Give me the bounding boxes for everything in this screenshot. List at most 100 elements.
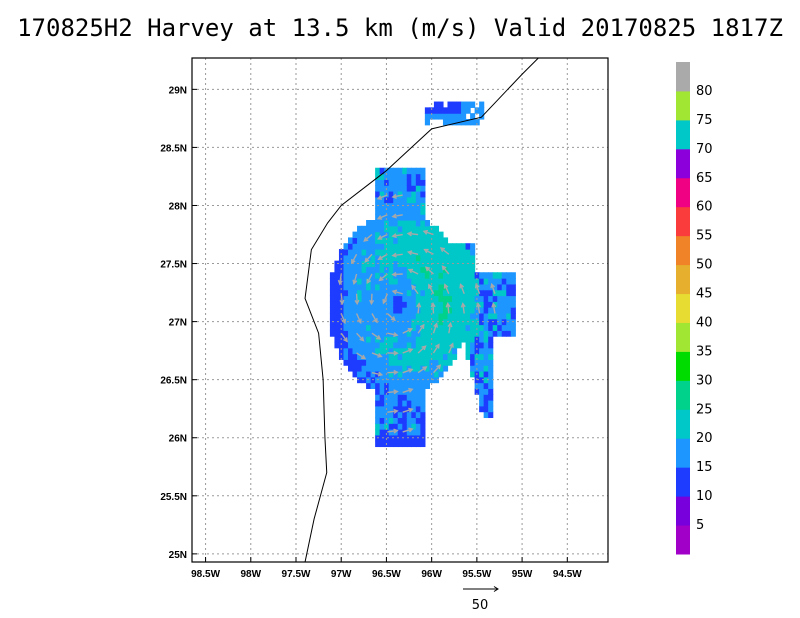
wind-cell — [388, 266, 394, 273]
wind-cell — [379, 429, 385, 436]
wind-cell — [406, 179, 412, 186]
wind-cell — [393, 167, 399, 175]
wind-cell — [420, 196, 426, 204]
wind-cell — [506, 289, 512, 297]
wind-cell — [379, 324, 385, 331]
wind-cell — [442, 347, 449, 355]
wind-cell — [397, 411, 403, 419]
wind-vector-head — [359, 336, 365, 342]
wind-vector — [363, 233, 373, 242]
wind-cell — [334, 260, 340, 268]
wind-cell — [461, 107, 467, 114]
wind-cell — [452, 266, 458, 273]
wind-cell — [456, 295, 462, 302]
wind-cell — [370, 249, 376, 256]
wind-cell — [397, 243, 403, 250]
wind-cell — [361, 225, 367, 233]
wind-cell — [406, 283, 412, 291]
wind-vector-head — [378, 276, 384, 282]
wind-cell — [388, 185, 394, 192]
wind-cell — [343, 312, 349, 320]
wind-cell — [510, 330, 516, 337]
wind-cell — [348, 318, 354, 326]
wind-cell — [393, 295, 399, 302]
wind-cell — [366, 283, 372, 291]
wind-cell — [402, 214, 408, 221]
wind-cell — [415, 423, 421, 430]
wind-cell — [483, 289, 489, 297]
wind-cell — [370, 220, 376, 227]
wind-cell — [357, 249, 363, 256]
wind-cell — [329, 283, 336, 291]
wind-cell — [379, 237, 385, 244]
wind-cell — [415, 225, 421, 233]
wind-cell — [393, 231, 399, 239]
x-tick-label: 98W — [241, 569, 262, 580]
wind-vector-head — [447, 321, 453, 328]
wind-cell — [352, 307, 358, 314]
wind-cell — [406, 208, 412, 215]
wind-cell — [438, 272, 444, 279]
wind-cell — [393, 400, 399, 407]
colorbar-label: 45 — [696, 287, 713, 302]
wind-vector-head — [391, 213, 397, 219]
wind-cell — [388, 272, 394, 279]
wind-vector — [448, 323, 452, 334]
x-tick-label: 95.5W — [462, 569, 491, 580]
wind-cell — [402, 318, 408, 326]
wind-cell — [379, 173, 385, 180]
wind-cell — [402, 324, 408, 331]
wind-cell — [510, 312, 516, 320]
wind-cell — [411, 440, 417, 448]
wind-cell — [461, 324, 467, 331]
wind-cell — [370, 382, 376, 389]
wind-cell — [357, 254, 363, 262]
wind-cell — [456, 260, 462, 268]
wind-cell — [361, 295, 367, 302]
wind-cell — [488, 312, 494, 320]
wind-cell — [384, 283, 390, 291]
wind-cell — [474, 107, 480, 114]
wind-cell — [415, 411, 421, 419]
wind-vector-head — [406, 231, 413, 237]
wind-vector-head — [411, 284, 417, 290]
wind-cell — [411, 225, 417, 233]
wind-cell — [379, 382, 385, 389]
wind-cell — [420, 330, 426, 337]
wind-cell — [429, 289, 435, 297]
wind-cell — [361, 272, 367, 279]
wind-cell — [393, 405, 399, 413]
wind-cell — [397, 254, 403, 262]
wind-cell — [433, 370, 440, 378]
wind-cell — [379, 330, 385, 337]
wind-cell — [343, 301, 349, 308]
wind-vector — [432, 364, 441, 374]
wind-vector — [392, 214, 403, 218]
wind-cell — [424, 370, 430, 378]
wind-cell — [361, 231, 367, 239]
wind-cell — [388, 382, 394, 389]
wind-cell — [397, 365, 403, 372]
wind-cell — [411, 185, 417, 192]
wind-cell — [406, 278, 412, 285]
wind-cell — [456, 330, 462, 337]
wind-vector-head — [391, 289, 398, 295]
wind-cell — [402, 347, 408, 355]
wind-cell — [361, 324, 367, 331]
colorbar-label: 30 — [696, 373, 713, 388]
wind-cell — [479, 400, 485, 407]
wind-cell — [402, 167, 408, 175]
wind-vector — [371, 372, 382, 376]
wind-cell — [433, 260, 440, 268]
wind-cell — [479, 388, 485, 395]
wind-cell — [452, 289, 458, 297]
wind-cell — [393, 249, 399, 256]
y-tick-label: 26N — [169, 434, 187, 445]
wind-cell — [492, 295, 498, 302]
wind-cell — [429, 237, 435, 244]
wind-cell — [479, 295, 485, 302]
wind-cell — [361, 365, 367, 372]
coastline — [304, 57, 539, 563]
wind-cell — [343, 249, 349, 256]
wind-cell — [483, 341, 489, 349]
